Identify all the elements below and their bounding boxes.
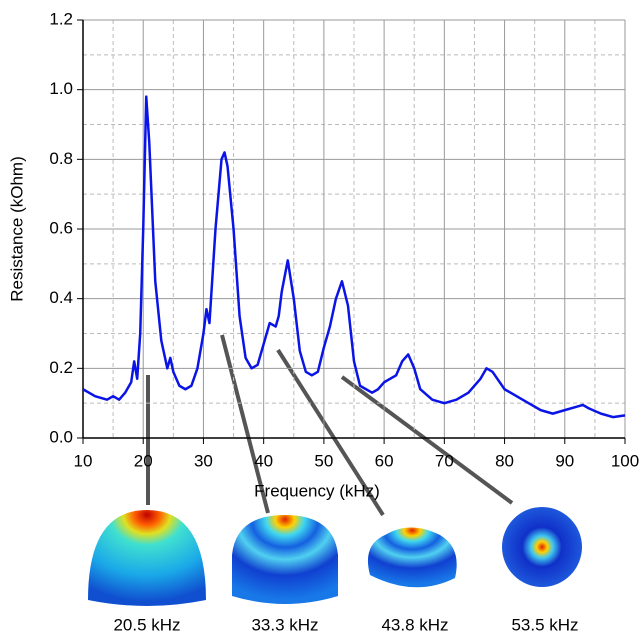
y-axis-label: Resistance (kOhm) [7,156,26,301]
y-tick-label: 0.4 [49,288,73,307]
y-tick-label: 1.0 [49,79,73,98]
mode-shapes [88,507,582,606]
x-tick-label: 10 [74,451,93,470]
y-tick-label: 0.6 [49,218,73,237]
x-tick-label: 20 [134,451,153,470]
x-tick-label: 60 [375,451,394,470]
data-line [82,95,626,419]
mode-label: 53.5 kHz [511,615,578,634]
y-tick-label: 0.2 [49,358,73,377]
x-tick-label: 40 [254,451,273,470]
mode-label: 43.8 kHz [381,615,448,634]
mode-label: 33.3 kHz [251,615,318,634]
x-tick-label: 50 [314,451,333,470]
leader-lines [146,334,514,517]
x-tick-label: 90 [555,451,574,470]
y-tick-label: 1.2 [49,9,73,28]
y-tick-label: 0.0 [49,427,73,446]
x-tick-label: 80 [495,451,514,470]
x-tick-label: 100 [611,451,639,470]
x-tick-label: 70 [435,451,454,470]
mode-label: 20.5 kHz [113,615,180,634]
y-tick-label: 0.8 [49,149,73,168]
x-tick-label: 30 [194,451,213,470]
x-axis-label: Frequency (kHz) [254,481,380,500]
